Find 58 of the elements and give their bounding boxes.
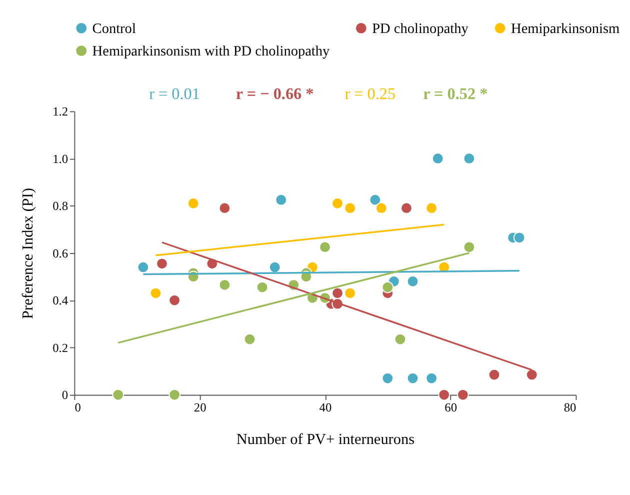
- point: [168, 388, 180, 401]
- point: [376, 202, 388, 214]
- point: [319, 241, 331, 253]
- point: [382, 281, 394, 294]
- point: [406, 372, 419, 384]
- point: [463, 152, 476, 164]
- point: [344, 287, 356, 300]
- point: [438, 388, 450, 401]
- text: r = 0.01: [149, 86, 200, 103]
- point: [244, 333, 256, 346]
- y-axis-title: Preference Index (PI): [20, 188, 37, 319]
- point: [457, 388, 469, 401]
- x-tick-label: 0: [74, 400, 81, 414]
- point: [400, 202, 412, 214]
- point: [513, 232, 526, 244]
- point: [488, 368, 500, 381]
- y-tick-label: 0: [62, 388, 68, 402]
- text: r = − 0.66 *: [236, 86, 314, 103]
- x-tick-label: 20: [194, 400, 206, 414]
- point: [137, 261, 150, 274]
- point: [382, 372, 394, 384]
- point: [268, 261, 281, 274]
- point: [369, 194, 382, 206]
- point: [112, 388, 124, 401]
- point: [426, 372, 438, 384]
- y-tick-label: 1.0: [52, 152, 68, 166]
- point: [344, 202, 356, 214]
- point: [526, 368, 538, 381]
- point: [332, 197, 344, 210]
- y-tick-label: 0.2: [52, 340, 68, 355]
- point: [218, 279, 231, 291]
- x-tick-label: 80: [564, 400, 576, 414]
- text: r = 0.25: [344, 86, 396, 103]
- point: [156, 258, 168, 270]
- y-tick-label: 0.4: [52, 294, 68, 308]
- point: [406, 275, 419, 288]
- x-axis-title: Number of PV+ interneurons: [236, 430, 415, 448]
- point: [256, 281, 268, 294]
- point: [426, 202, 438, 214]
- y-tick-label: 0.6: [52, 246, 68, 260]
- x-tick-label: 60: [444, 400, 458, 414]
- legend-label: Hemiparkinsonism: [511, 20, 620, 37]
- point: [218, 202, 231, 214]
- point: [394, 333, 406, 346]
- point: [463, 241, 476, 253]
- point: [168, 294, 180, 306]
- legend-label: Control: [92, 20, 136, 37]
- y-tick-label: 0.8: [52, 199, 68, 214]
- legend-label: PD cholinopathy: [372, 20, 470, 37]
- point: [150, 287, 162, 300]
- point: [187, 197, 200, 210]
- legend-label: Hemiparkinsonism with PD cholinopathy: [92, 44, 331, 60]
- point: [332, 287, 344, 300]
- x-tick-label: 40: [319, 400, 332, 414]
- text: r = 0.52 *: [423, 86, 488, 103]
- point: [432, 152, 444, 164]
- y-tick-label: 1.2: [52, 104, 68, 118]
- point: [275, 194, 288, 206]
